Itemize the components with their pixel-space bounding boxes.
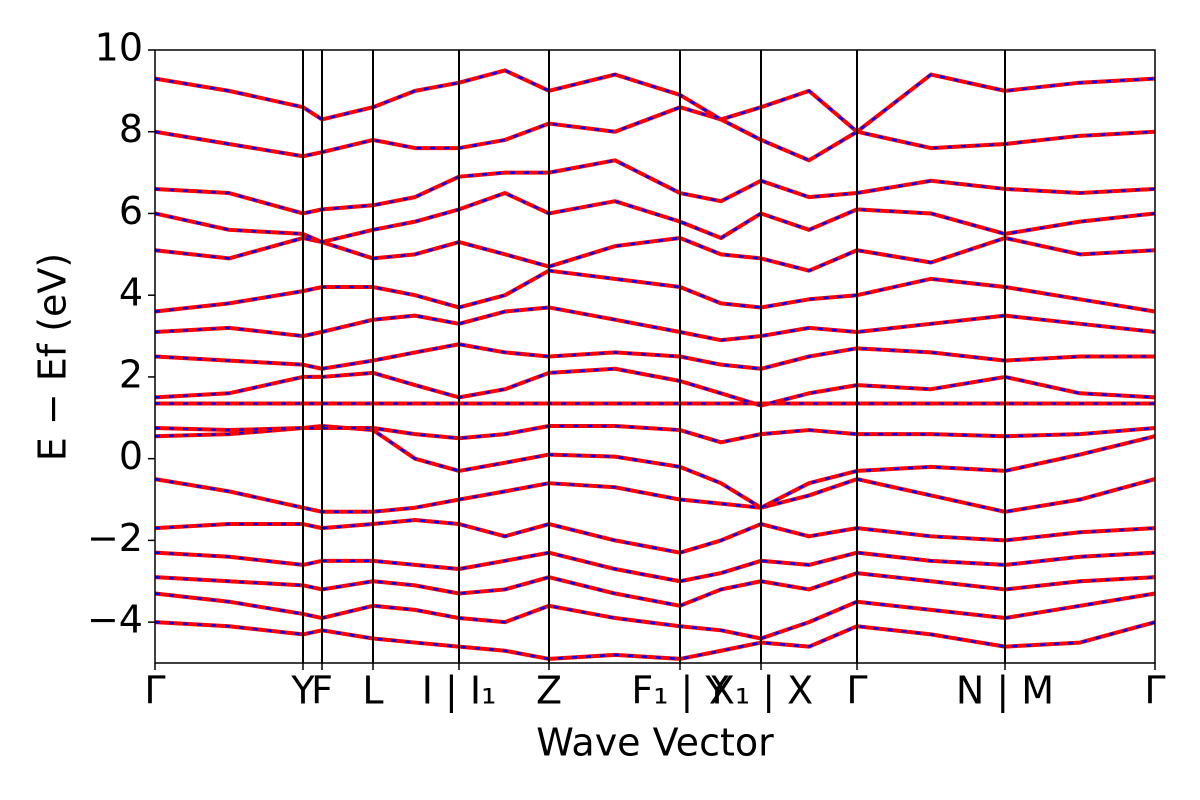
y-tick-label: 8 — [119, 107, 143, 151]
x-tick-label: I | I₁ — [422, 669, 497, 714]
y-tick-label: 0 — [119, 434, 143, 478]
band-line-dashed — [154, 551, 1156, 583]
y-axis-label: E − Ef (eV) — [31, 253, 75, 462]
y-tick-label: −4 — [87, 598, 143, 642]
x-tick-label: Γ — [846, 669, 867, 713]
x-tick-label: Γ — [1144, 669, 1165, 713]
x-tick-label: Z — [536, 669, 562, 713]
x-tick-label: F — [311, 669, 333, 713]
x-tick-label: L — [362, 669, 383, 713]
band-line-dashed — [154, 518, 1156, 554]
x-tick-label: Γ — [144, 669, 165, 713]
band-line-dashed — [154, 342, 1155, 371]
y-tick-label: −2 — [87, 516, 143, 560]
y-tick-label: 10 — [95, 26, 143, 70]
band-line-dashed — [154, 306, 1156, 342]
x-tick-label: N | M — [956, 669, 1054, 714]
y-tick-label: 4 — [119, 271, 143, 315]
y-tick-label: 6 — [119, 189, 143, 233]
band-line-dashed — [154, 620, 1156, 661]
band-line-dashed — [154, 69, 1156, 134]
band-line-dashed — [154, 571, 1156, 608]
y-tick-label: 2 — [119, 352, 143, 396]
x-tick-label: Y — [290, 669, 315, 713]
x-tick-label: X₁ | X — [709, 669, 813, 714]
x-axis-label: Wave Vector — [536, 721, 774, 765]
x-tick-label: F₁ | Y — [631, 669, 729, 714]
plot-frame — [154, 49, 1156, 664]
